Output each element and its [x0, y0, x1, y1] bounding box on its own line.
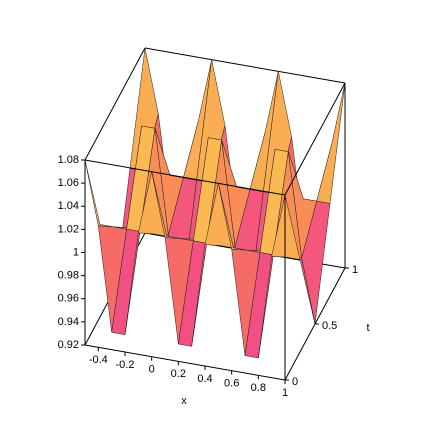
- t-tick-label: 0: [292, 376, 298, 388]
- z-tick-label: 0.94: [58, 316, 79, 328]
- surface-patch: [271, 194, 301, 260]
- x-tick-label: 1: [282, 387, 288, 399]
- x-axis-label: x: [181, 395, 187, 407]
- box-edge: [84, 47, 146, 161]
- z-tick-label: 0.98: [58, 270, 79, 282]
- z-tick-label: 1.06: [58, 177, 79, 189]
- x-tick-label: 0: [149, 364, 155, 376]
- t-tick-label: 1: [352, 264, 358, 276]
- z-tick-label: 1.04: [58, 200, 79, 212]
- surface-patch: [316, 82, 346, 204]
- z-tick-label: 1: [73, 246, 79, 258]
- box-edge: [284, 82, 346, 196]
- z-tick-label: 0.92: [58, 339, 79, 351]
- x-tick-label: 0.8: [251, 382, 266, 394]
- x-tick-label: 0.6: [224, 378, 239, 390]
- x-tick-label: 0.2: [171, 368, 186, 380]
- t-tick-label: 0.5: [322, 320, 337, 332]
- box-edge: [84, 159, 286, 196]
- box-edge: [144, 47, 346, 84]
- x-tick-label: 0.4: [197, 373, 212, 385]
- x-tick-label: -0.4: [89, 354, 108, 366]
- surface-patch: [84, 159, 114, 228]
- x-tick-label: -0.2: [116, 359, 135, 371]
- z-tick-label: 1.08: [58, 154, 79, 166]
- box-edge: [84, 344, 286, 381]
- z-tick-label: 0.96: [58, 293, 79, 305]
- z-tick-label: 1.02: [58, 223, 79, 235]
- t-axis-label: t: [366, 322, 369, 334]
